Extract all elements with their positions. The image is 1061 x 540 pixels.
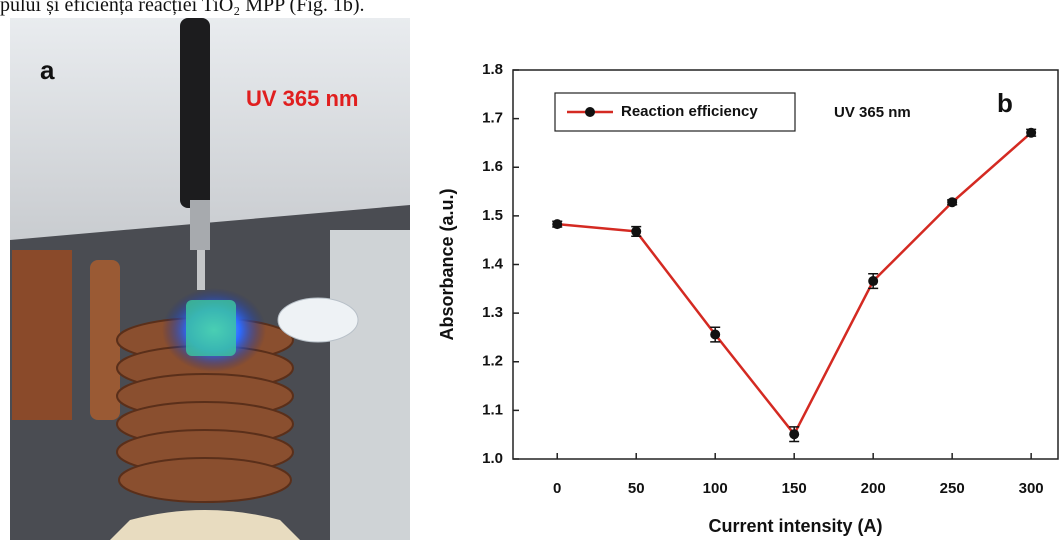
x-tick-label: 300 <box>1019 480 1044 497</box>
x-tick-label: 200 <box>861 480 886 497</box>
y-tick-label: 1.0 <box>482 450 503 467</box>
data-point <box>552 219 563 230</box>
panel-label: b <box>997 88 1013 118</box>
panel-label: a <box>40 55 55 85</box>
legend-marker <box>585 107 595 117</box>
y-tick-label: 1.8 <box>482 61 503 78</box>
y-tick-label: 1.7 <box>482 110 503 127</box>
series-line <box>557 131 1032 437</box>
data-point <box>789 429 800 440</box>
y-tick-label: 1.6 <box>482 158 503 175</box>
y-tick-label: 1.5 <box>482 207 503 224</box>
y-tick-label: 1.4 <box>482 255 504 272</box>
y-tick-label: 1.1 <box>482 401 503 418</box>
x-axis-label: Current intensity (A) <box>708 516 882 536</box>
photo <box>10 18 410 540</box>
chart: 1.0 1.1 1.2 1.3 1.4 1.5 1.6 1.7 1.8 0 50 100 150 200 2… <box>437 61 1059 536</box>
chart-annotation: UV 365 nm <box>834 104 911 121</box>
data-point <box>947 197 958 208</box>
x-tick-label: 100 <box>703 480 728 497</box>
data-point <box>1026 127 1037 138</box>
caption: pului și eficiența reacției TiO₂ MPP (Fi… <box>0 0 365 16</box>
y-tick-label: 1.2 <box>482 353 503 370</box>
y-axis-label: Absorbance (a.u.) <box>437 188 457 340</box>
x-tick-label: 150 <box>782 480 807 497</box>
photo-annotation: UV 365 nm <box>246 86 359 111</box>
data-point <box>868 276 879 287</box>
x-tick-label: 250 <box>940 480 965 497</box>
legend-label: Reaction efficiency <box>621 103 758 120</box>
x-tick-label: 0 <box>553 480 561 497</box>
data-point <box>710 329 721 340</box>
y-tick-label: 1.3 <box>482 304 503 321</box>
x-tick-label: 50 <box>628 480 645 497</box>
data-point <box>631 226 642 237</box>
